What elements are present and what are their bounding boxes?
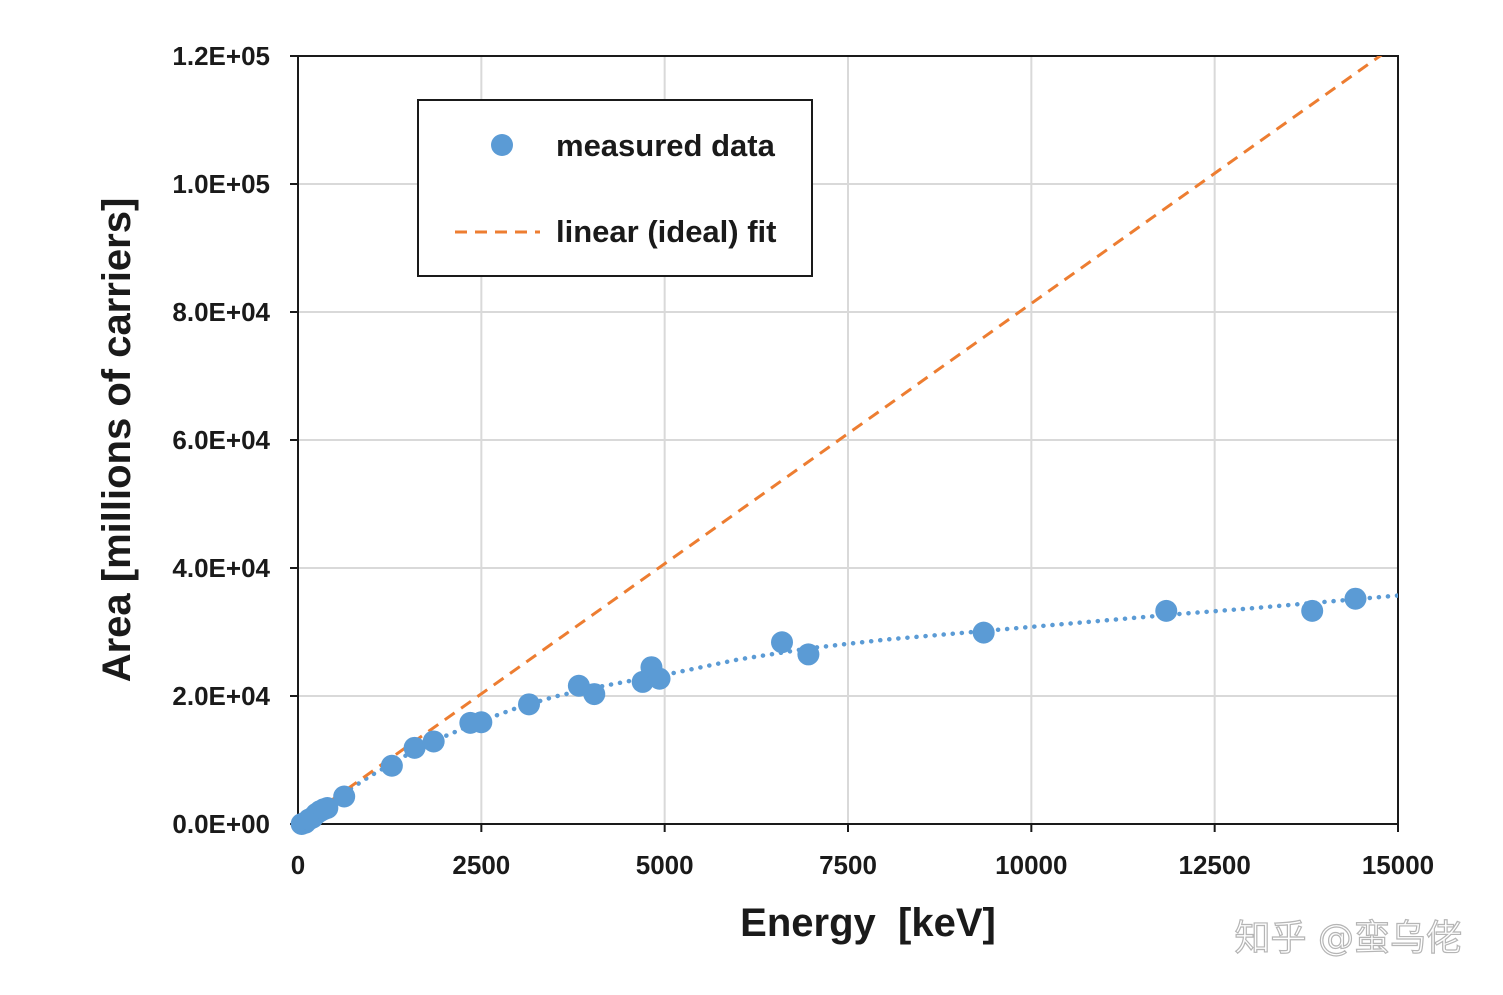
legend-label-linear: linear (ideal) fit	[556, 214, 776, 249]
y-tick-label: 8.0E+04	[172, 297, 270, 327]
data-point	[771, 631, 793, 654]
linear-ideal-fit-line	[298, 56, 1383, 824]
y-tick-labels: 0.0E+00 2.0E+04 4.0E+04 6.0E+04 8.0E+04 1.0E+…	[172, 41, 298, 839]
data-point	[583, 683, 606, 706]
data-point	[648, 667, 671, 690]
data-point	[518, 693, 540, 716]
legend-marker-measured	[491, 134, 513, 156]
legend: measured data linear (ideal) fit	[417, 99, 813, 277]
x-tick-label: 15000	[1362, 850, 1434, 880]
x-axis-title: Energy [keV]	[740, 901, 996, 945]
legend-label-measured: measured data	[556, 128, 776, 163]
y-tick-label: 4.0E+04	[172, 553, 270, 583]
data-point	[1155, 599, 1178, 622]
data-point	[316, 797, 339, 819]
measured-data-points	[290, 587, 1367, 835]
legend-box	[417, 99, 813, 277]
data-point	[333, 785, 356, 808]
y-axis-title: Area [millions of carriers]	[95, 198, 139, 683]
y-tick-label: 2.0E+04	[172, 681, 270, 711]
x-tick-label: 5000	[636, 850, 694, 880]
y-tick-label: 1.2E+05	[172, 41, 270, 71]
y-tick-label: 1.0E+05	[172, 169, 270, 199]
data-point	[972, 621, 995, 644]
y-tick-label: 0.0E+00	[172, 809, 270, 839]
data-point	[1344, 587, 1367, 610]
x-tick-label: 0	[291, 850, 305, 880]
x-tick-label: 7500	[819, 850, 877, 880]
data-point	[403, 736, 426, 759]
data-point	[1301, 599, 1324, 622]
data-point	[422, 730, 445, 753]
data-point	[797, 643, 820, 666]
x-tick-label: 10000	[995, 850, 1067, 880]
y-tick-label: 6.0E+04	[172, 425, 270, 455]
x-tick-label: 12500	[1179, 850, 1251, 880]
x-tick-labels: 0 2500 5000 7500 10000 12500 15000	[291, 824, 1434, 880]
watermark-text: 知乎 @蛮乌佬	[1235, 918, 1462, 959]
x-tick-label: 2500	[452, 850, 510, 880]
data-point	[380, 754, 403, 777]
data-point	[470, 711, 493, 734]
